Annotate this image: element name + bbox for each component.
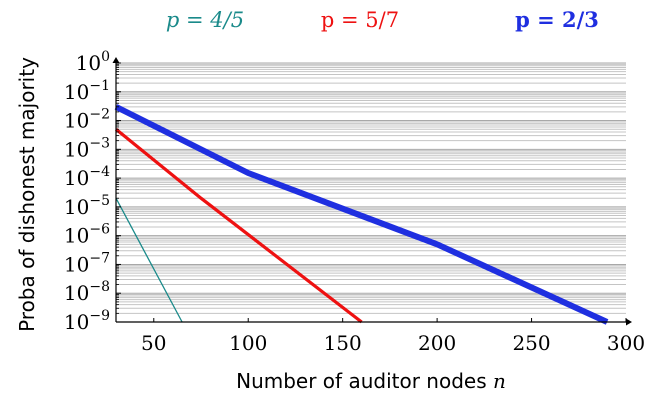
series-line-2 bbox=[114, 127, 363, 324]
x-tick-label: 250 bbox=[512, 331, 550, 355]
y-tick-label: 10−5 bbox=[64, 193, 110, 219]
legend-entry-2: p = 5/7 bbox=[321, 8, 399, 32]
x-tick-label: 100 bbox=[229, 331, 267, 355]
x-axis-arrow bbox=[626, 318, 632, 326]
y-axis-label: Proba of dishonest majority bbox=[15, 57, 39, 332]
legend-entry-1: p = 4/5 bbox=[166, 8, 244, 32]
series-lines bbox=[114, 104, 609, 325]
x-tick-label: 150 bbox=[324, 331, 362, 355]
legend: p = 4/5 p = 5/7 p = 2/3 bbox=[166, 7, 599, 32]
x-ticks: 50 100 150 200 250 300 bbox=[141, 318, 645, 355]
x-tick-label: 300 bbox=[607, 331, 645, 355]
y-tick-label: 100 bbox=[76, 49, 110, 75]
x-tick-label: 50 bbox=[141, 331, 166, 355]
y-tick-label: 10−1 bbox=[64, 78, 110, 104]
legend-entry-3: p = 2/3 bbox=[515, 7, 599, 32]
axes bbox=[112, 57, 632, 326]
y-tick-label: 10−7 bbox=[64, 250, 110, 276]
y-tick-label: 10−3 bbox=[64, 135, 110, 161]
x-axis-label: Number of auditor nodes n bbox=[236, 369, 506, 393]
x-tick-label: 200 bbox=[418, 331, 456, 355]
y-axis-arrow bbox=[112, 57, 120, 63]
y-tick-label: 10−6 bbox=[64, 222, 110, 248]
y-tick-label: 10−4 bbox=[64, 164, 110, 190]
series-line-1 bbox=[115, 197, 183, 323]
y-tick-label: 10−8 bbox=[64, 279, 110, 305]
y-tick-label: 10−2 bbox=[64, 107, 110, 133]
series-line-3 bbox=[114, 104, 609, 325]
y-tick-label: 10−9 bbox=[64, 308, 110, 334]
y-ticks: 100 10−1 10−210−3 10−4 10−5 10−610−7 10−8 10−9 bbox=[64, 49, 121, 334]
grid bbox=[116, 62, 626, 323]
